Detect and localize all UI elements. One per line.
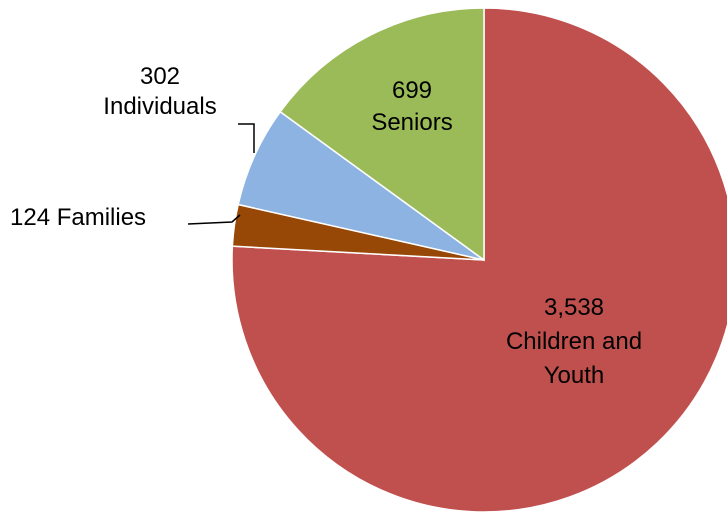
data-label-children-and-youth: 3,538 Children and Youth bbox=[506, 294, 642, 389]
data-label-line: Children and bbox=[506, 328, 642, 355]
data-label-line: Individuals bbox=[103, 93, 216, 120]
leader-line-individuals bbox=[238, 123, 255, 153]
data-label-line: 302 bbox=[140, 63, 180, 90]
data-label-individuals: 302 Individuals bbox=[103, 63, 216, 120]
data-label-line: 3,538 bbox=[544, 294, 604, 321]
leader-line-families bbox=[187, 214, 241, 225]
data-label-line: 124 Families bbox=[10, 204, 146, 231]
data-label-line: Seniors bbox=[371, 109, 452, 136]
data-label-line: 699 bbox=[392, 77, 432, 104]
data-label-seniors: 699 Seniors bbox=[371, 77, 452, 136]
pie-slice-seniors bbox=[279, 7, 485, 262]
data-label-families: 124 Families bbox=[10, 204, 146, 231]
data-label-line: Youth bbox=[544, 362, 605, 389]
